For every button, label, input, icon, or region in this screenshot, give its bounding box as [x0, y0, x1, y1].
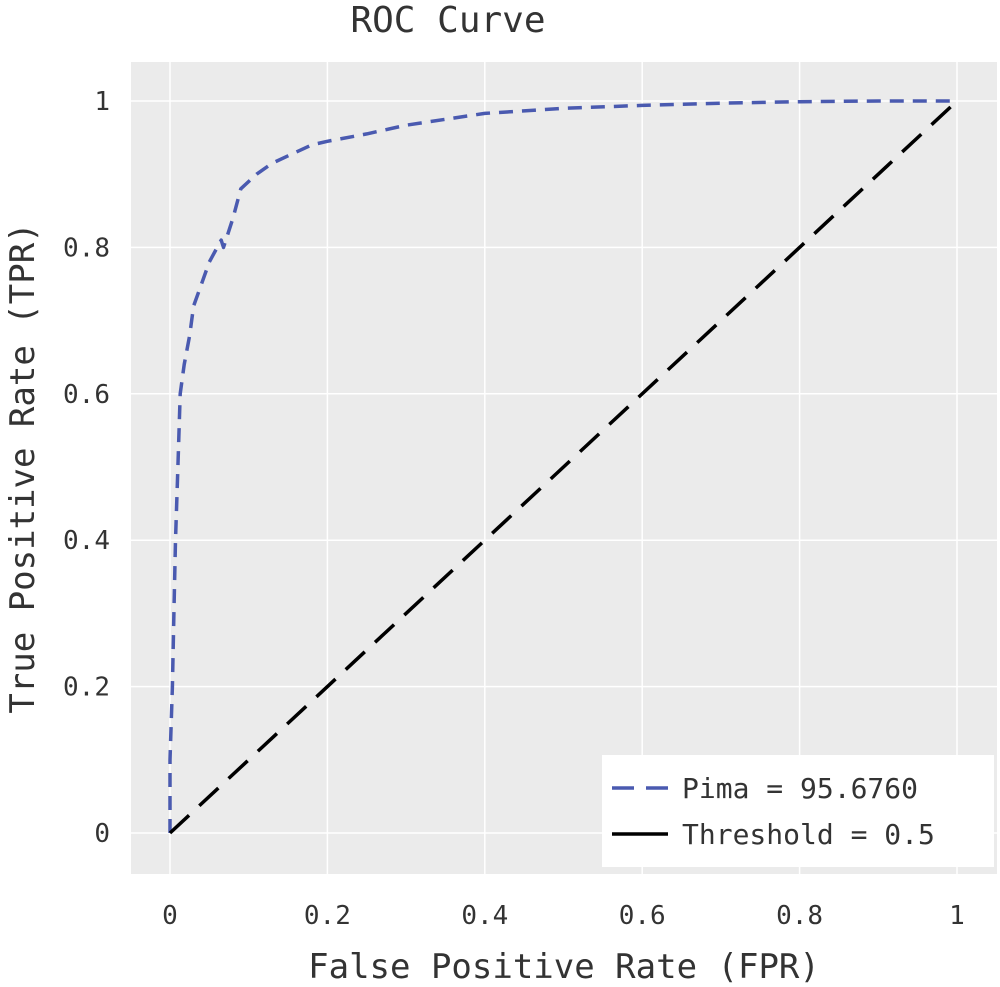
legend-label-threshold: Threshold = 0.5: [682, 818, 935, 851]
x-tick-label: 0.8: [776, 901, 823, 931]
y-tick-label: 0.8: [63, 233, 110, 263]
y-tick-label: 0.4: [63, 526, 110, 556]
x-tick-label: 0.6: [619, 901, 666, 931]
x-axis-label: False Positive Rate (FPR): [308, 947, 820, 987]
x-axis-ticks: 0 0.2 0.4 0.6 0.8 1: [162, 901, 965, 931]
legend-label-pima: Pima = 95.6760: [682, 772, 918, 805]
y-tick-label: 1: [94, 87, 110, 117]
x-tick-label: 0.4: [461, 901, 508, 931]
legend-box: [602, 755, 994, 867]
y-axis-label: True Positive Rate (TPR): [3, 222, 43, 713]
series-layer: [168, 99, 959, 835]
x-tick-label: 0.2: [304, 901, 351, 931]
pima-roc-line: [168, 99, 957, 833]
x-tick-label: 0: [162, 901, 178, 931]
y-tick-label: 0.6: [63, 380, 110, 410]
y-tick-label: 0.2: [63, 673, 110, 703]
x-tick-label: 1: [949, 901, 965, 931]
y-axis-ticks: 0 0.2 0.4 0.6 0.8 1: [63, 87, 110, 849]
grid-lines: [131, 62, 997, 874]
chart-title: ROC Curve: [350, 0, 545, 41]
threshold-line: [168, 99, 959, 835]
legend: Pima = 95.6760 Threshold = 0.5: [602, 755, 994, 867]
y-tick-label: 0: [94, 819, 110, 849]
